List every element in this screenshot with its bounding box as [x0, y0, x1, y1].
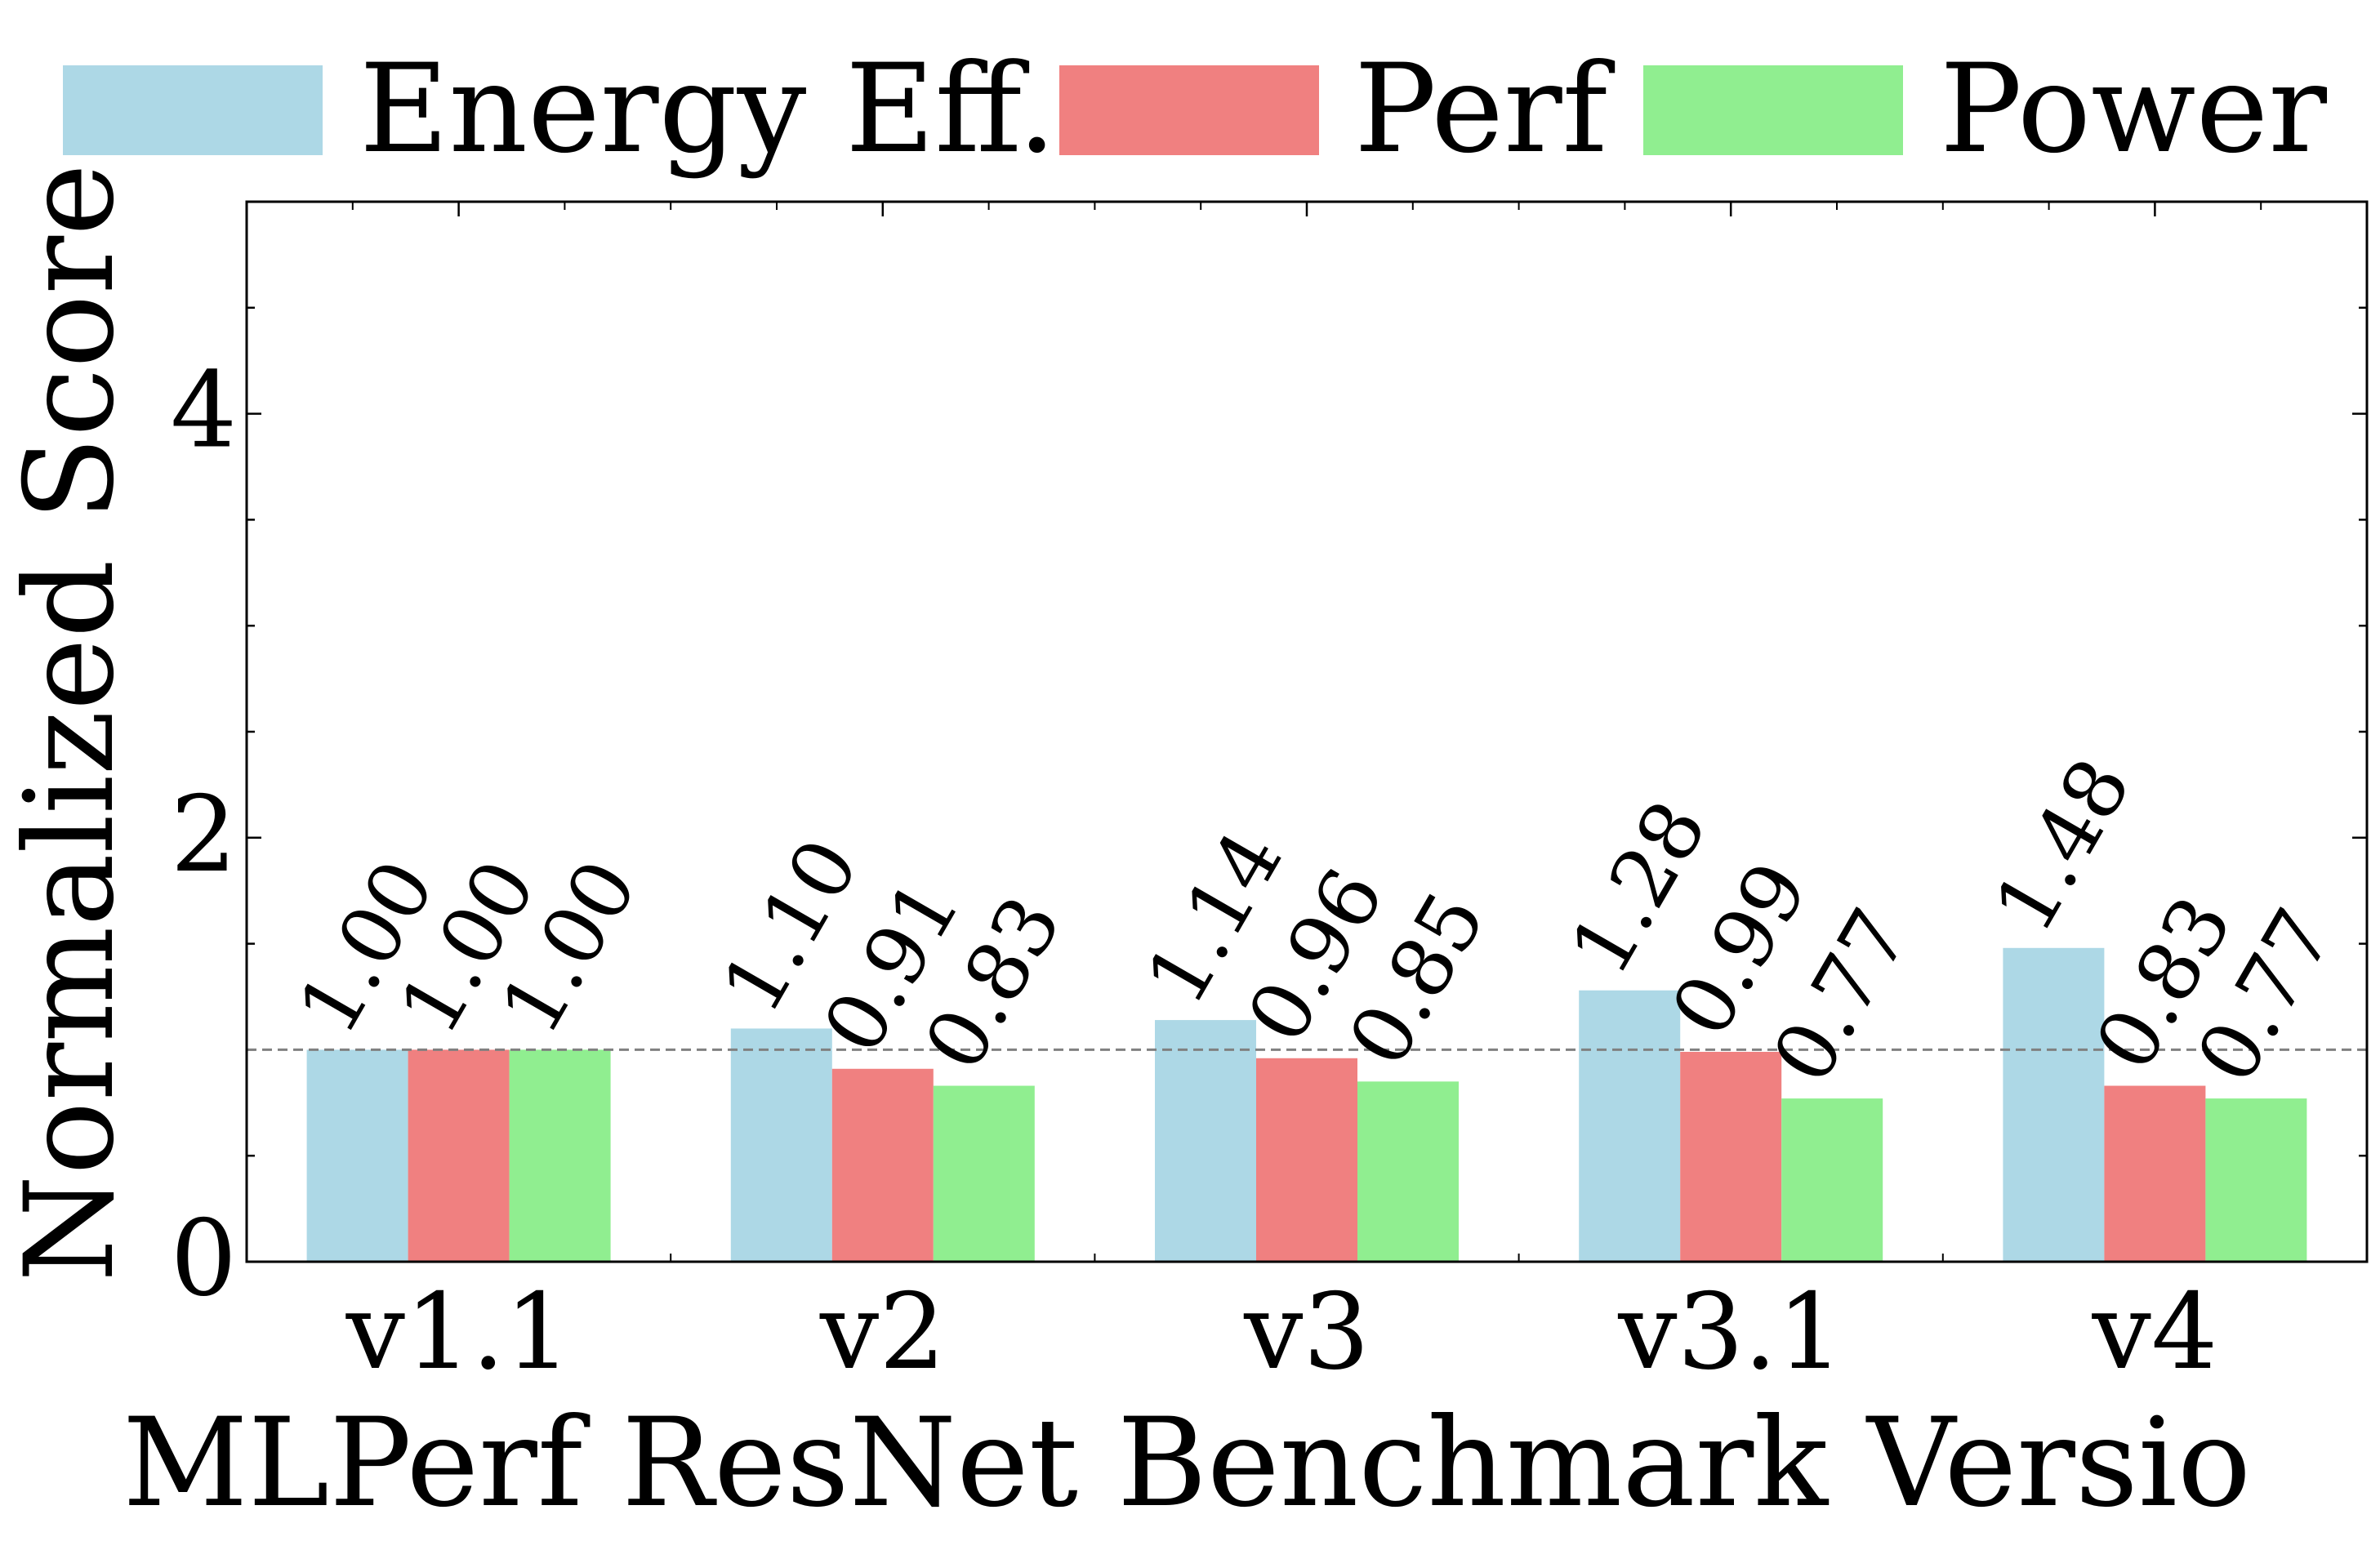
bar-energy-eff-v3: [1155, 1020, 1256, 1262]
bar-energy-eff-v4: [2003, 947, 2105, 1262]
x-tick-label: v3: [1243, 1272, 1370, 1393]
bar-perf-v2: [831, 1068, 934, 1262]
y-tick-label: 2: [171, 774, 237, 896]
bar-energy-eff-v2: [730, 1028, 832, 1262]
legend-label: Power: [1940, 38, 2327, 180]
legend-swatch: [63, 65, 323, 155]
bar-perf-v4: [2104, 1085, 2206, 1262]
bar-perf-v3.1: [1680, 1051, 1782, 1262]
legend-swatch: [1643, 65, 1903, 155]
bar-power-v3: [1357, 1081, 1459, 1262]
legend: Energy Eff. Perf Power: [63, 38, 2327, 180]
y-axis: 0 2 4: [171, 200, 2367, 1320]
bar-power-v4: [2205, 1098, 2307, 1262]
bar-power-v3.1: [1781, 1098, 1883, 1262]
x-tick-label: v4: [2092, 1272, 2218, 1393]
y-tick-label: 4: [171, 350, 237, 472]
legend-label: Energy Eff.: [359, 38, 1056, 180]
bar-power-v2: [933, 1085, 1035, 1262]
bar-perf-v1.1: [408, 1049, 510, 1262]
x-tick-label: v3.1: [1617, 1272, 1843, 1393]
bars: [306, 947, 2307, 1262]
y-tick-label: 0: [171, 1198, 237, 1320]
x-tick-label: v1.1: [345, 1272, 572, 1393]
data-label: 1.48: [1976, 742, 2150, 947]
legend-label: Perf: [1354, 38, 1616, 180]
x-axis: v1.1 v2 v3 v3.1 v4: [345, 202, 2262, 1393]
y-axis-label: Normalized Score: [0, 163, 141, 1282]
legend-swatch: [1059, 65, 1319, 155]
bar-perf-v3: [1256, 1058, 1357, 1262]
bar-power-v1.1: [509, 1049, 611, 1262]
plot-frame: [245, 200, 2369, 1263]
x-axis-label: MLPerf ResNet Benchmark Versio: [123, 1392, 2251, 1534]
bar-energy-eff-v3.1: [1579, 990, 1681, 1262]
x-tick-label: v2: [819, 1272, 946, 1393]
bar-energy-eff-v1.1: [306, 1049, 408, 1262]
